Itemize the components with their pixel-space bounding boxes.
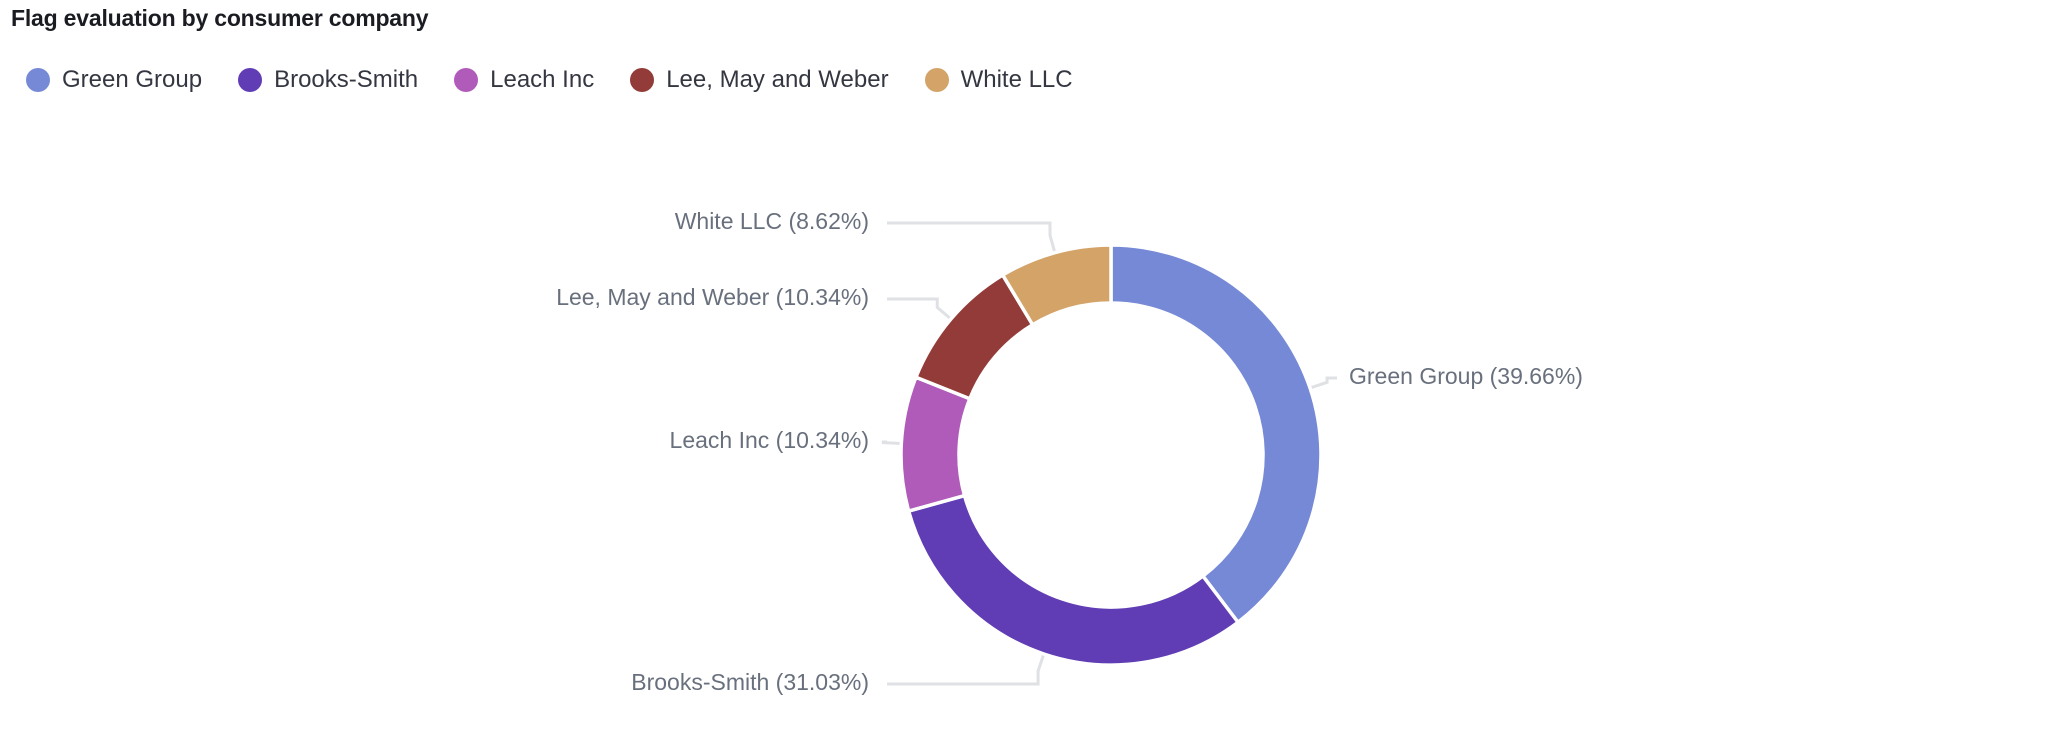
slice-green-group[interactable] — [1109, 243, 1323, 625]
slices — [899, 243, 1323, 667]
slice-leach-inc[interactable] — [899, 374, 973, 514]
legend-item-brooks-smith[interactable]: Brooks-Smith — [238, 66, 418, 94]
legend-item-green-group[interactable]: Green Group — [26, 66, 202, 94]
legend-label: Green Group — [62, 66, 203, 93]
legend-item-white-llc[interactable]: White LLC — [924, 66, 1073, 94]
slice-label-green-group: Green Group (39.66%) — [1349, 363, 1583, 389]
legend-label: Leach Inc — [490, 66, 595, 93]
chart-legend: Green Group Brooks-Smith Leach Inc Lee, … — [26, 66, 1109, 94]
slice-white-llc[interactable] — [1000, 243, 1113, 328]
slice-label-lee-may-and-weber: Lee, May and Weber (10.34%) — [556, 284, 869, 310]
slice-label-white-llc: White LLC (8.62%) — [675, 208, 869, 234]
legend-swatch-icon — [630, 68, 655, 92]
slice-label-brooks-smith: Brooks-Smith (31.03%) — [631, 669, 869, 695]
legend-item-lee-may-and-weber[interactable]: Lee, May and Weber — [630, 66, 889, 94]
chart-title: Flag evaluation by consumer company — [11, 5, 429, 31]
legend-swatch-icon — [26, 68, 50, 92]
legend-item-leach-inc[interactable]: Leach Inc — [454, 66, 594, 94]
slice-brooks-smith[interactable] — [906, 493, 1241, 667]
legend-swatch-icon — [924, 68, 949, 92]
legend-swatch-icon — [454, 68, 479, 92]
legend-label: Lee, May and Weber — [666, 66, 889, 93]
slice-label-leach-inc: Leach Inc (10.34%) — [670, 427, 869, 453]
slice-labels: Green Group (39.66%) Brooks-Smith (31.03%… — [556, 208, 1583, 695]
legend-label: White LLC — [960, 66, 1073, 93]
legend-swatch-icon — [238, 68, 263, 92]
legend-label: Brooks-Smith — [274, 66, 419, 93]
